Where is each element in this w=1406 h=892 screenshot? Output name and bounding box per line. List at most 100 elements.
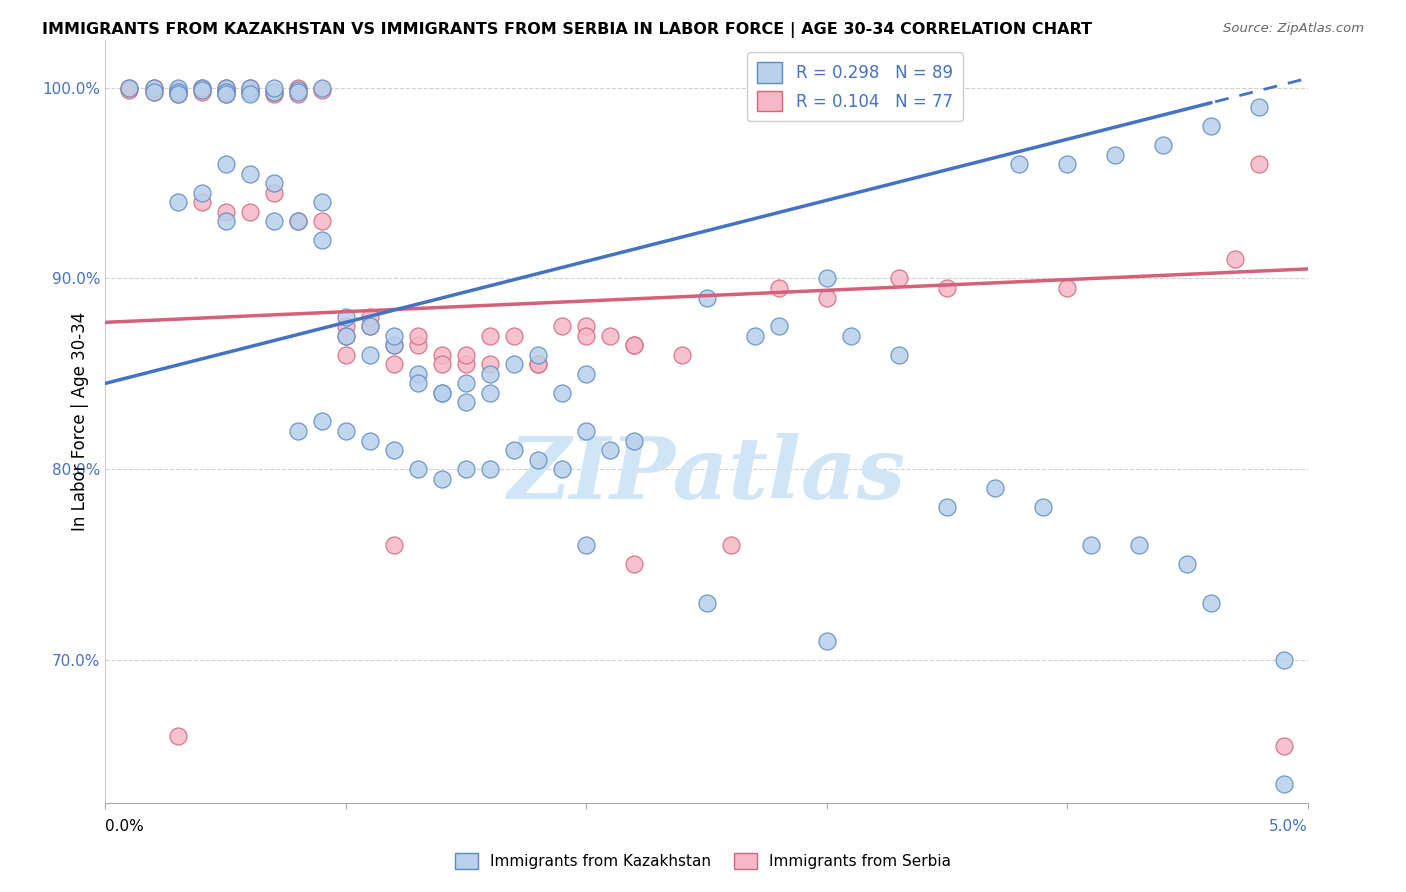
Point bbox=[239, 167, 262, 181]
Point bbox=[551, 319, 574, 334]
Point bbox=[263, 85, 285, 99]
Point bbox=[359, 310, 381, 324]
Point bbox=[479, 328, 502, 343]
Point bbox=[311, 80, 333, 95]
Point bbox=[1152, 138, 1174, 153]
Point bbox=[406, 328, 429, 343]
Text: 5.0%: 5.0% bbox=[1268, 820, 1308, 834]
Point bbox=[166, 87, 188, 101]
Point bbox=[359, 348, 381, 362]
Point bbox=[720, 538, 742, 552]
Point bbox=[359, 319, 381, 334]
Point bbox=[190, 80, 212, 95]
Point bbox=[287, 80, 309, 95]
Point bbox=[335, 328, 357, 343]
Point bbox=[454, 395, 477, 409]
Point bbox=[599, 328, 621, 343]
Point bbox=[768, 281, 790, 295]
Point bbox=[190, 80, 212, 95]
Point bbox=[166, 729, 188, 743]
Point bbox=[623, 558, 645, 572]
Legend: Immigrants from Kazakhstan, Immigrants from Serbia: Immigrants from Kazakhstan, Immigrants f… bbox=[449, 847, 957, 875]
Point bbox=[575, 424, 598, 438]
Point bbox=[1272, 653, 1295, 667]
Point bbox=[1201, 119, 1223, 133]
Point bbox=[263, 80, 285, 95]
Point bbox=[479, 357, 502, 371]
Point bbox=[768, 319, 790, 334]
Point bbox=[406, 338, 429, 352]
Point bbox=[190, 85, 212, 99]
Point bbox=[142, 85, 165, 99]
Point bbox=[887, 348, 910, 362]
Point bbox=[984, 481, 1007, 495]
Point bbox=[311, 195, 333, 210]
Point bbox=[479, 367, 502, 381]
Point bbox=[599, 443, 621, 458]
Point bbox=[406, 367, 429, 381]
Point bbox=[430, 472, 453, 486]
Point bbox=[335, 319, 357, 334]
Point bbox=[311, 214, 333, 228]
Point bbox=[142, 85, 165, 99]
Point bbox=[239, 85, 262, 99]
Point bbox=[382, 338, 405, 352]
Point bbox=[1225, 252, 1247, 267]
Legend: R = 0.298   N = 89, R = 0.104   N = 77: R = 0.298 N = 89, R = 0.104 N = 77 bbox=[748, 53, 963, 121]
Point bbox=[406, 376, 429, 391]
Point bbox=[214, 157, 236, 171]
Point bbox=[430, 385, 453, 400]
Point bbox=[430, 348, 453, 362]
Point bbox=[311, 83, 333, 97]
Point bbox=[839, 328, 862, 343]
Point bbox=[575, 328, 598, 343]
Point bbox=[166, 195, 188, 210]
Point bbox=[1008, 157, 1031, 171]
Point bbox=[166, 87, 188, 101]
Point bbox=[936, 500, 959, 515]
Point bbox=[815, 291, 838, 305]
Point bbox=[623, 434, 645, 448]
Point bbox=[214, 87, 236, 101]
Point bbox=[696, 291, 718, 305]
Point bbox=[1056, 281, 1078, 295]
Point bbox=[335, 348, 357, 362]
Point bbox=[214, 80, 236, 95]
Point bbox=[430, 385, 453, 400]
Point bbox=[551, 385, 574, 400]
Point bbox=[359, 319, 381, 334]
Point bbox=[118, 80, 141, 95]
Point bbox=[1201, 596, 1223, 610]
Point bbox=[239, 80, 262, 95]
Point bbox=[1249, 157, 1271, 171]
Point bbox=[190, 186, 212, 200]
Point bbox=[527, 357, 550, 371]
Point bbox=[1032, 500, 1054, 515]
Point bbox=[575, 538, 598, 552]
Point bbox=[239, 204, 262, 219]
Point bbox=[335, 310, 357, 324]
Point bbox=[382, 328, 405, 343]
Point bbox=[166, 80, 188, 95]
Point bbox=[1272, 777, 1295, 791]
Point bbox=[1056, 157, 1078, 171]
Text: ZIPatlas: ZIPatlas bbox=[508, 434, 905, 516]
Point bbox=[527, 348, 550, 362]
Point bbox=[1080, 538, 1102, 552]
Point bbox=[214, 204, 236, 219]
Point bbox=[503, 443, 526, 458]
Point bbox=[142, 80, 165, 95]
Point bbox=[696, 596, 718, 610]
Text: Source: ZipAtlas.com: Source: ZipAtlas.com bbox=[1223, 22, 1364, 36]
Point bbox=[263, 214, 285, 228]
Point bbox=[359, 434, 381, 448]
Point bbox=[454, 357, 477, 371]
Point bbox=[190, 83, 212, 97]
Point bbox=[1249, 100, 1271, 114]
Point bbox=[239, 85, 262, 99]
Point bbox=[287, 85, 309, 99]
Point bbox=[263, 85, 285, 99]
Point bbox=[1175, 558, 1198, 572]
Point bbox=[815, 633, 838, 648]
Y-axis label: In Labor Force | Age 30-34: In Labor Force | Age 30-34 bbox=[70, 312, 89, 531]
